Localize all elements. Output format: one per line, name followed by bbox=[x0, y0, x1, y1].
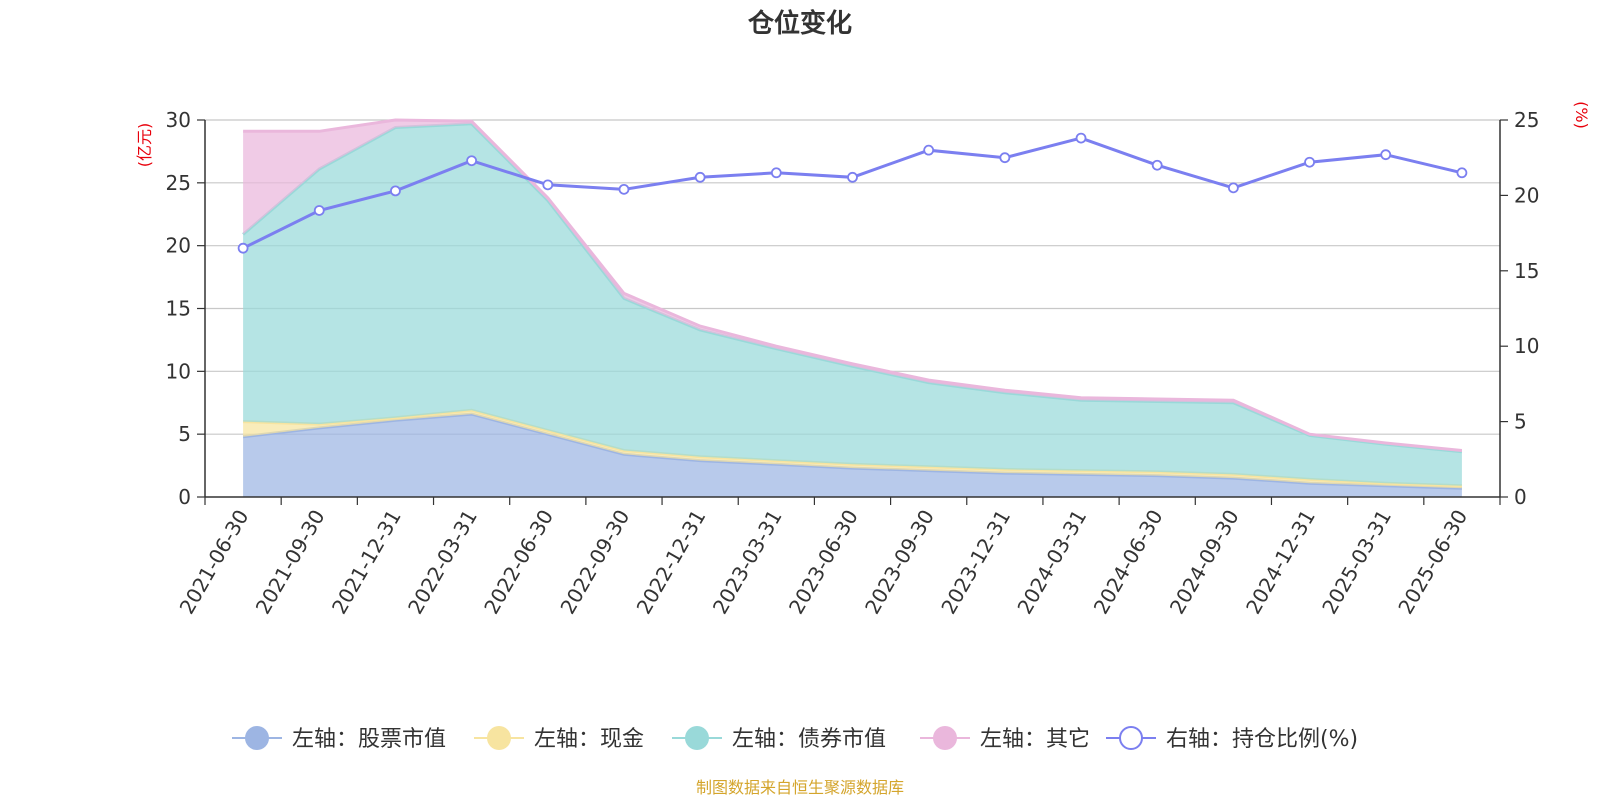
ratio-point bbox=[1456, 167, 1468, 179]
right-axis-unit: (%) bbox=[1572, 101, 1591, 129]
x-tick-label: 2025-03-31 bbox=[1317, 506, 1396, 619]
ratio-point bbox=[618, 183, 630, 195]
x-tick-label: 2022-06-30 bbox=[479, 506, 558, 619]
chart-title: 仓位变化 bbox=[747, 8, 852, 39]
legend-label: 右轴：持仓比例(%) bbox=[1166, 727, 1358, 752]
x-tick-label: 2022-09-30 bbox=[555, 506, 634, 619]
ratio-point bbox=[694, 171, 706, 183]
ratio-point bbox=[313, 205, 325, 216]
ratio-point bbox=[542, 179, 554, 191]
legend-marker bbox=[685, 726, 709, 750]
left-axis-unit: (亿元) bbox=[135, 123, 154, 168]
x-tick-label: 2024-12-31 bbox=[1241, 506, 1320, 619]
legend-item: 左轴：股票市值 bbox=[232, 726, 446, 752]
legend-marker bbox=[1119, 726, 1143, 750]
left-tick-label: 10 bbox=[166, 359, 191, 383]
x-tick-label: 2023-12-31 bbox=[936, 506, 1015, 619]
ratio-point bbox=[1380, 149, 1392, 161]
ratio-point bbox=[1227, 182, 1239, 194]
left-tick-label: 5 bbox=[178, 422, 191, 446]
left-tick-label: 15 bbox=[166, 297, 191, 321]
x-tick-label: 2022-12-31 bbox=[632, 506, 711, 619]
legend-marker bbox=[933, 726, 957, 750]
area-edge-3 bbox=[243, 118, 1463, 452]
legend-item: 右轴：持仓比例(%) bbox=[1106, 726, 1358, 752]
left-tick-label: 20 bbox=[166, 234, 191, 258]
right-tick-label: 0 bbox=[1514, 485, 1527, 509]
x-tick-label: 2023-06-30 bbox=[784, 506, 863, 619]
x-tick-label: 2022-03-31 bbox=[403, 506, 482, 619]
ratio-point bbox=[1075, 132, 1087, 144]
area-layer bbox=[242, 118, 1463, 497]
x-tick-label: 2023-03-31 bbox=[708, 506, 787, 619]
ratio-point bbox=[1151, 159, 1163, 171]
legend-item: 左轴：其它 bbox=[920, 726, 1090, 752]
ratio-point bbox=[390, 185, 401, 197]
line-layer bbox=[237, 132, 1468, 254]
legend-label: 左轴：现金 bbox=[534, 727, 644, 752]
legend-label: 左轴：债券市值 bbox=[732, 727, 886, 752]
area-series-2 bbox=[243, 123, 1462, 486]
legend: 左轴：股票市值 左轴：现金 左轴：债券市值 左轴：其它 右轴：持仓比例(%) bbox=[232, 726, 1358, 752]
legend-label: 左轴：其它 bbox=[980, 727, 1090, 752]
left-tick-label: 30 bbox=[166, 108, 191, 132]
right-tick-label: 10 bbox=[1514, 334, 1539, 358]
ratio-point bbox=[847, 171, 858, 183]
right-tick-label: 5 bbox=[1514, 410, 1527, 434]
legend-item: 左轴：债券市值 bbox=[672, 726, 886, 752]
ratio-point bbox=[237, 242, 249, 254]
x-tick-label: 2021-09-30 bbox=[251, 506, 330, 619]
x-tick-label: 2021-12-31 bbox=[327, 506, 406, 619]
x-tick-label: 2021-06-30 bbox=[175, 506, 254, 619]
x-tick-label: 2023-09-30 bbox=[860, 506, 939, 619]
ratio-point bbox=[923, 144, 935, 156]
ratio-point bbox=[770, 167, 782, 179]
x-tick-label: 2024-06-30 bbox=[1089, 506, 1168, 619]
x-tick-label: 2024-09-30 bbox=[1165, 506, 1244, 619]
legend-marker bbox=[245, 726, 269, 750]
legend-item: 左轴：现金 bbox=[474, 726, 644, 752]
right-tick-label: 15 bbox=[1514, 259, 1539, 283]
left-tick-label: 25 bbox=[166, 171, 191, 195]
legend-marker bbox=[487, 726, 511, 750]
ratio-point bbox=[1304, 156, 1315, 168]
x-tick-label: 2024-03-31 bbox=[1012, 506, 1091, 619]
right-tick-label: 25 bbox=[1514, 108, 1539, 132]
source-note: 制图数据来自恒生聚源数据库 bbox=[696, 778, 904, 797]
legend-label: 左轴：股票市值 bbox=[292, 727, 446, 752]
left-tick-label: 0 bbox=[178, 485, 191, 509]
x-tick-label: 2025-06-30 bbox=[1393, 506, 1472, 619]
right-tick-label: 20 bbox=[1514, 183, 1539, 207]
ratio-point bbox=[999, 152, 1011, 164]
ratio-point bbox=[466, 155, 478, 167]
